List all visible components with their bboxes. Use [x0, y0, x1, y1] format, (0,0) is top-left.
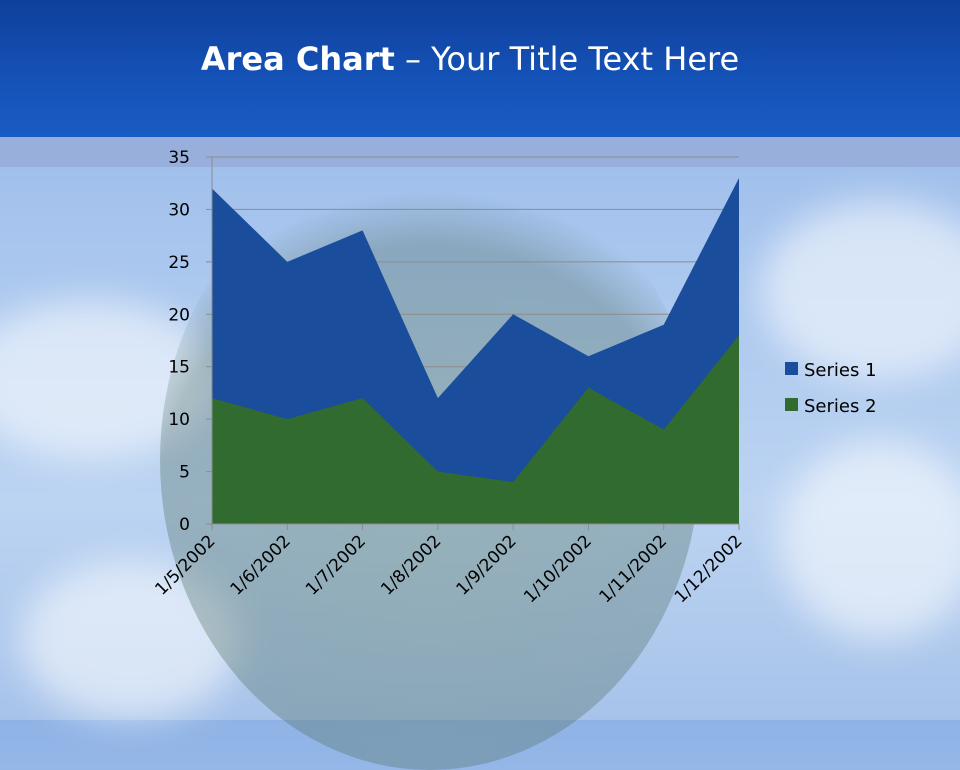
- x-tick-label: 1/6/2002: [227, 531, 295, 599]
- x-tick-label: 1/7/2002: [302, 531, 370, 599]
- y-tick-label: 25: [168, 253, 190, 273]
- y-tick-label: 0: [179, 515, 190, 535]
- y-tick-label: 20: [168, 305, 190, 325]
- slide-title: Area Chart – Your Title Text Here: [0, 40, 940, 78]
- x-tick-label: 1/12/2002: [671, 531, 747, 607]
- y-tick-label: 15: [168, 358, 190, 378]
- background-cloud: [760, 200, 960, 380]
- y-tick-label: 5: [179, 463, 190, 483]
- y-tick-label: 30: [168, 200, 190, 220]
- background-cloud: [780, 440, 960, 640]
- legend-label-series-1: Series 1: [804, 360, 877, 381]
- slide-title-bold: Area Chart: [200, 40, 395, 78]
- x-tick-label: 1/10/2002: [520, 531, 596, 607]
- x-tick-label: 1/11/2002: [595, 531, 671, 607]
- header-band: [0, 137, 960, 167]
- x-tick-label: 1/8/2002: [377, 531, 445, 599]
- y-tick-label: 10: [168, 410, 190, 430]
- area-series-2: [212, 335, 739, 524]
- slide-title-rest: – Your Title Text Here: [394, 40, 740, 78]
- x-tick-label: 1/5/2002: [151, 531, 219, 599]
- x-tick-label: 1/9/2002: [453, 531, 521, 599]
- title-header-bar: [0, 0, 960, 137]
- y-tick-label: 35: [168, 148, 190, 168]
- legend-label-series-2: Series 2: [804, 396, 877, 417]
- legend-swatch-series-2: [785, 398, 798, 411]
- legend-swatch-series-1: [785, 362, 798, 375]
